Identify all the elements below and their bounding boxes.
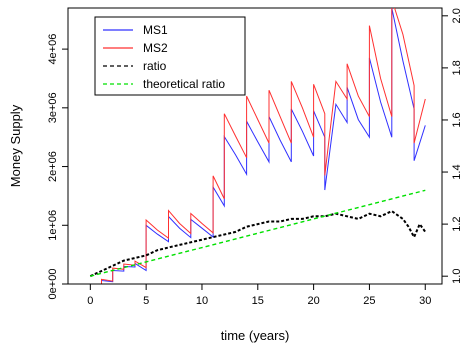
x-tick-label: 20 <box>307 295 319 307</box>
x-tick-label: 25 <box>363 295 375 307</box>
series-line-ms1 <box>101 8 426 284</box>
x-tick-label: 5 <box>143 295 149 307</box>
y-tick-label: 2e+06 <box>47 151 59 182</box>
legend-label: theoretical ratio <box>143 77 225 91</box>
y2-tick-label: 1.0 <box>451 269 463 284</box>
y-axis-left: 0e+00 1e+06 2e+06 3e+06 4e+06 <box>47 34 68 300</box>
y-tick-label: 3e+06 <box>47 92 59 123</box>
legend: MS1 MS2 ratio theoretical ratio <box>94 16 246 96</box>
y2-tick-label: 1.6 <box>451 112 463 127</box>
series-line-ms2 <box>101 8 426 284</box>
y-axis-title: Money Supply <box>8 104 23 187</box>
y-axis-right: 1.0 1.2 1.4 1.6 1.8 2.0 <box>442 8 463 284</box>
y-tick-label: 0e+00 <box>47 269 59 300</box>
y2-tick-label: 1.4 <box>451 164 463 179</box>
series-line-theoretical-ratio <box>90 189 426 277</box>
y2-tick-label: 1.8 <box>451 60 463 75</box>
y-tick-label: 4e+06 <box>47 34 59 65</box>
x-tick-label: 15 <box>252 295 264 307</box>
x-axis: 0 5 10 15 20 25 30 <box>87 283 431 307</box>
y2-tick-label: 1.2 <box>451 216 463 231</box>
x-tick-label: 10 <box>196 295 208 307</box>
legend-label: MS1 <box>143 23 168 37</box>
series-line-ratio <box>89 209 427 278</box>
y-tick-label: 1e+06 <box>47 210 59 241</box>
legend-label: MS2 <box>143 41 168 55</box>
x-tick-label: 30 <box>419 295 431 307</box>
legend-label: ratio <box>143 59 167 73</box>
y2-tick-label: 2.0 <box>451 8 463 23</box>
x-axis-title: time (years) <box>221 328 290 343</box>
series-layer <box>89 8 427 284</box>
x-tick-label: 0 <box>87 295 93 307</box>
